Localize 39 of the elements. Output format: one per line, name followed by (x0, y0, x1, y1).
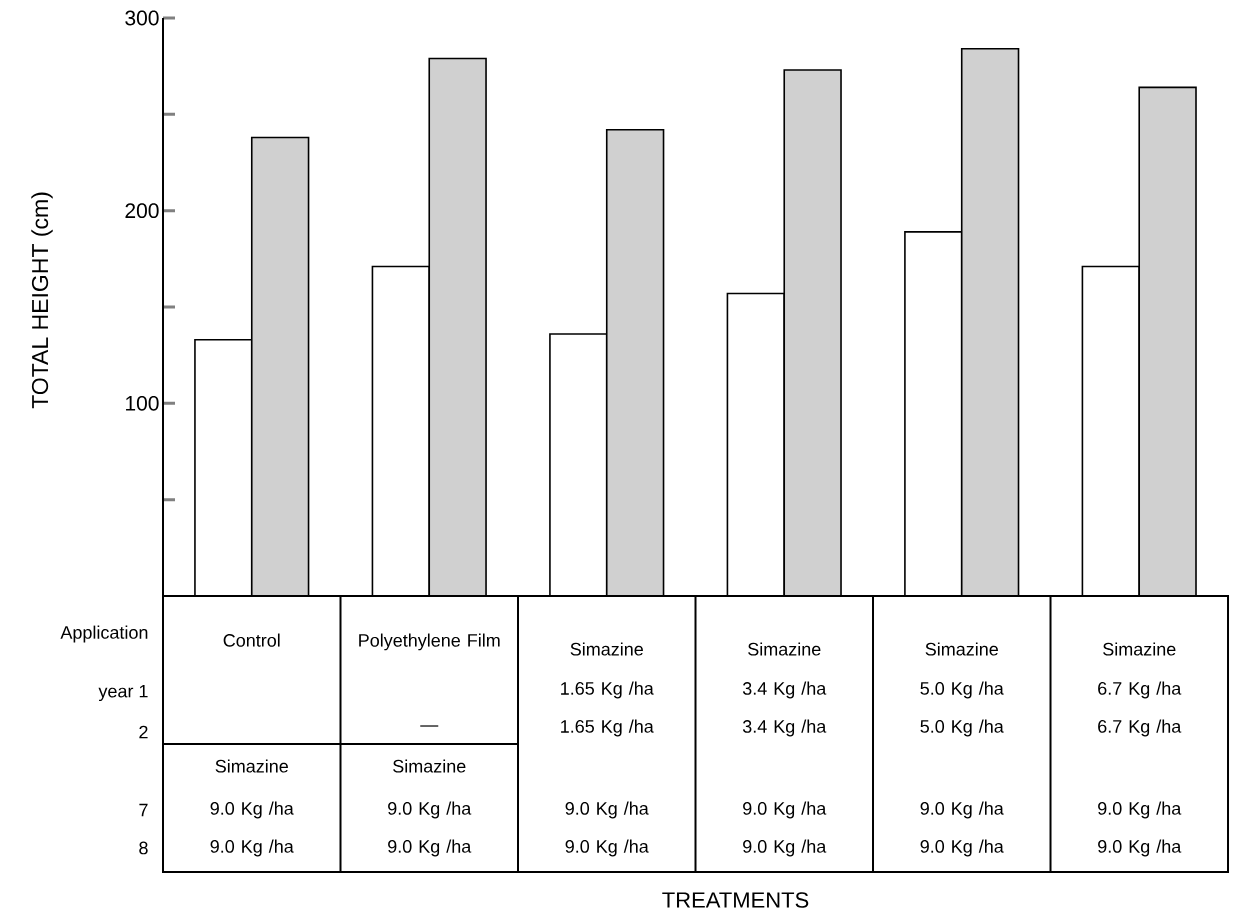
text: 1.65 Kg /ha (561, 719, 654, 737)
x-tick-label: Simazine (748, 642, 821, 656)
text: Simazine (215, 759, 288, 773)
y-axis-title: TOTAL HEIGHT (cm) (31, 192, 53, 409)
x-tick-label: Polyethylene Film (359, 633, 500, 651)
text: 9.0 Kg /ha (743, 839, 827, 857)
text: 9.0 Kg /ha (920, 839, 1004, 857)
y-tick-label: 200 (125, 203, 159, 219)
text: 5.0 Kg /ha (920, 681, 1004, 699)
text: Simazine (393, 759, 466, 773)
text: 9.0 Kg /ha (565, 839, 649, 857)
text: 3.4 Kg /ha (742, 719, 827, 737)
y-tick-label: 300 (125, 10, 159, 26)
text: 7 (139, 803, 148, 817)
text: 9.0 Kg /ha (920, 801, 1004, 819)
text: Application (60, 625, 148, 643)
text: 9.0 Kg /ha (210, 839, 294, 857)
text: — (420, 725, 439, 727)
x-tick-label: Simazine (925, 642, 998, 656)
text: 9.0 Kg /ha (388, 839, 472, 857)
text: 9.0 Kg /ha (743, 801, 827, 819)
x-tick-label: Control (223, 633, 280, 647)
text: 9.0 Kg /ha (565, 801, 649, 819)
text: 6.7 Kg /ha (1098, 719, 1182, 737)
y-tick-label: 100 (126, 395, 159, 411)
text: 2 (139, 725, 148, 739)
x-tick-label: Simazine (570, 642, 643, 656)
text: 9.0 Kg /ha (210, 801, 294, 819)
text: 3.4 Kg /ha (742, 681, 827, 699)
text: year 1 (98, 684, 148, 702)
text: 1.65 Kg /ha (561, 681, 654, 699)
text: 6.7 Kg /ha (1098, 681, 1182, 699)
text: TREATMENTS (662, 892, 809, 908)
text: 5.0 Kg /ha (920, 719, 1004, 737)
x-tick-label: Simazine (1103, 642, 1176, 656)
text: 9.0 Kg /ha (388, 801, 472, 819)
text: 9.0 Kg /ha (1098, 801, 1182, 819)
text: 8 (139, 841, 148, 855)
text: 9.0 Kg /ha (1098, 839, 1182, 857)
